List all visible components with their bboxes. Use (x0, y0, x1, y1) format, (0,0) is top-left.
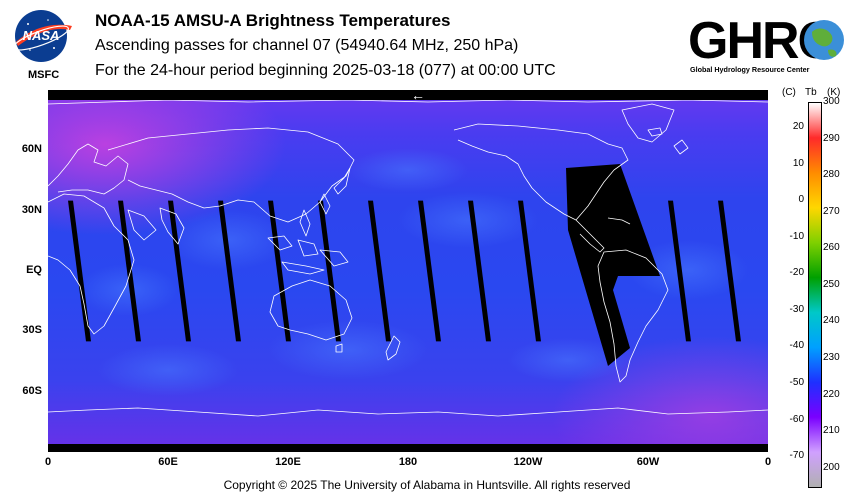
colorbar-kelvin-tick: 220 (823, 388, 840, 400)
x-tick-label: 0 (764, 456, 772, 468)
colorbar-kelvin-tick: 210 (823, 425, 840, 437)
colorbar-kelvin-tick: 230 (823, 352, 840, 363)
x-tick-label: 0 (44, 456, 52, 468)
swath-gap (268, 200, 291, 342)
swath-gap (318, 200, 341, 342)
swath-gap (168, 200, 191, 342)
swath-gap (668, 200, 691, 342)
colorbar-kelvin-tick: 290 (823, 132, 840, 144)
map-frame: ← (47, 87, 769, 452)
colorbar-unit-c: (C) (782, 87, 796, 98)
chart-period: For the 24-hour period beginning 2025-03… (95, 62, 556, 79)
swath-gap-americas (566, 164, 660, 366)
ghrc-globe-icon: GHRC Global Hydrology Resource Center (688, 12, 844, 74)
brightness-temperature-map: ← (47, 87, 769, 452)
chart-title: NOAA-15 AMSU-A Brightness Temperatures (95, 11, 451, 30)
swath-gap (68, 200, 91, 342)
y-tick-label: 60S (22, 384, 42, 397)
map-top-band (48, 90, 768, 100)
colorbar-kelvin-tick: 240 (823, 315, 840, 327)
map-bottom-band (48, 444, 768, 452)
orbit-direction-arrow: ← (411, 90, 425, 103)
colorbar-celsius-tick: -30 (789, 303, 804, 315)
colorbar-kelvin-tick: 260 (823, 242, 840, 254)
coastlines (47, 99, 769, 417)
chart-subtitle: Ascending passes for channel 07 (54940.6… (95, 37, 519, 54)
swath-gap (718, 200, 741, 342)
texture-blob (348, 148, 468, 192)
colorbar-kelvin-tick: 300 (823, 96, 840, 107)
swath-gap (218, 200, 241, 342)
x-tick-label: 120E (275, 456, 301, 468)
colorbar-celsius-tick: 20 (792, 121, 804, 133)
swath-gaps (68, 200, 741, 342)
colorbar-kelvin-tick: 250 (823, 278, 840, 290)
colorbar-celsius-tick: -40 (789, 340, 804, 352)
swath-gap (418, 200, 441, 342)
swath-gap (368, 200, 391, 342)
colorbar-celsius-tick: 10 (792, 157, 804, 169)
x-tick-label: 60E (158, 456, 178, 468)
x-tick-label: 180 (398, 456, 418, 468)
y-tick-label: EQ (26, 264, 42, 276)
colorbar-celsius-tick: -70 (789, 450, 804, 462)
colorbar-kelvin-tick: 270 (823, 205, 840, 217)
colorbar-celsius-tick: -50 (789, 377, 804, 389)
colorbar-celsius-tick: -10 (789, 230, 804, 242)
colorbar-kelvin-tick: 280 (823, 169, 840, 181)
colorbar (808, 102, 822, 488)
colorbar-celsius-tick: 0 (798, 194, 804, 206)
colorbar-unit-k: (K) (827, 87, 841, 98)
swath-gap (468, 200, 491, 342)
y-tick-label: 30N (21, 203, 42, 216)
texture-blob (268, 320, 428, 380)
texture-blob (78, 264, 178, 316)
nasa-logo: NASA (10, 8, 76, 68)
texture-blob (98, 344, 238, 396)
colorbar-kelvin-tick: 200 (823, 461, 840, 473)
ghrc-logo: GHRC Global Hydrology Resource Center (688, 8, 850, 78)
svg-text:NASA: NASA (23, 28, 60, 43)
map-texture (78, 148, 748, 396)
y-tick-label: 30S (22, 324, 42, 337)
colorbar-celsius-tick: -60 (789, 413, 804, 425)
y-tick-label: 60N (21, 143, 42, 156)
texture-blob (398, 192, 538, 248)
colorbar-celsius-tick: -20 (789, 267, 804, 279)
texture-blob (628, 240, 748, 300)
x-tick-label: 120W (513, 456, 543, 468)
texture-blob (508, 338, 628, 382)
svg-text:Global Hydrology Resource Cent: Global Hydrology Resource Center (690, 65, 810, 74)
msfc-label: MSFC (28, 69, 60, 81)
copyright-notice: Copyright © 2025 The University of Alaba… (223, 478, 631, 492)
colorbar-unit-tb: Tb (805, 87, 817, 98)
nasa-meatball-icon: NASA (13, 10, 72, 62)
x-tick-label: 60W (636, 456, 660, 468)
swath-gap (518, 200, 541, 342)
